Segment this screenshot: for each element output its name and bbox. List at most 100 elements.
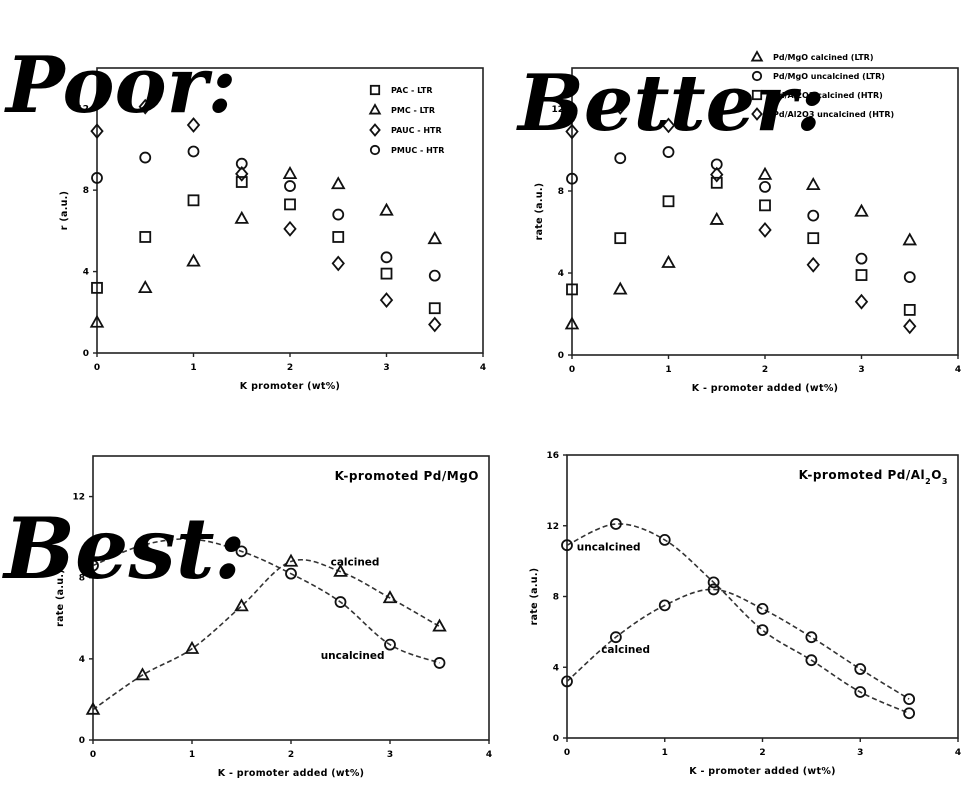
data-point bbox=[186, 253, 201, 267]
data-point bbox=[903, 271, 916, 284]
data-point bbox=[707, 576, 720, 589]
legend-label: Pd/Al2O3 uncalcined (HTR) bbox=[773, 110, 894, 119]
legend-marker bbox=[750, 50, 764, 62]
x-tick-label: 3 bbox=[387, 750, 393, 760]
y-tick-label: 8 bbox=[553, 593, 559, 603]
heading-best: Best: bbox=[2, 499, 246, 598]
trend-line bbox=[566, 588, 910, 700]
data-point bbox=[186, 533, 198, 546]
annotation-label: calcined bbox=[331, 557, 380, 569]
x-tick-label: 3 bbox=[857, 748, 863, 758]
data-point bbox=[903, 303, 916, 316]
x-tick-label: 2 bbox=[287, 363, 293, 373]
data-point bbox=[91, 281, 103, 294]
legend-marker bbox=[751, 107, 763, 121]
y-tick-label: 8 bbox=[83, 186, 89, 196]
data-point bbox=[427, 231, 443, 245]
x-tick-label: 1 bbox=[665, 365, 671, 375]
data-point bbox=[566, 172, 578, 185]
data-point bbox=[234, 598, 249, 612]
data-point bbox=[428, 302, 441, 315]
legend-marker bbox=[751, 89, 763, 101]
data-point bbox=[756, 624, 769, 637]
data-point bbox=[384, 638, 396, 651]
data-point bbox=[609, 631, 622, 644]
data-point bbox=[759, 199, 771, 212]
x-tick-label: 3 bbox=[383, 363, 389, 373]
legend-label: Pd/Al2O3 calcined (HTR) bbox=[773, 91, 883, 100]
x-axis-label: K promoter (wt%) bbox=[240, 381, 340, 392]
x-axis-label: K - promoter added (wt%) bbox=[218, 768, 365, 779]
data-point bbox=[661, 254, 676, 268]
data-point bbox=[234, 210, 250, 224]
data-point bbox=[285, 567, 297, 580]
data-point bbox=[710, 166, 724, 183]
data-point bbox=[91, 172, 103, 184]
data-point bbox=[854, 663, 867, 675]
x-tick-label: 2 bbox=[759, 748, 765, 758]
data-point bbox=[330, 176, 346, 190]
data-point bbox=[428, 269, 441, 282]
data-point bbox=[614, 232, 627, 245]
data-point bbox=[334, 596, 347, 608]
y-tick-label: 0 bbox=[558, 351, 564, 361]
chart-title: K-promoted Pd/Al2O3 bbox=[799, 468, 948, 486]
data-point bbox=[658, 534, 671, 546]
heading-better: Better: bbox=[516, 58, 825, 149]
x-tick-label: 4 bbox=[955, 365, 961, 375]
data-point bbox=[331, 255, 345, 272]
heading-poor: Poor: bbox=[4, 40, 237, 131]
x-tick-label: 0 bbox=[90, 750, 96, 760]
trend-line bbox=[566, 523, 910, 714]
y-tick-label: 16 bbox=[546, 451, 559, 461]
data-point bbox=[757, 166, 773, 180]
legend-marker bbox=[369, 144, 381, 156]
data-point bbox=[854, 203, 869, 217]
data-point bbox=[187, 194, 200, 207]
y-axis-label: rate (a.u.) bbox=[534, 183, 545, 241]
data-point bbox=[903, 707, 916, 720]
data-point bbox=[855, 269, 868, 281]
y-tick-label: 0 bbox=[79, 736, 85, 746]
data-point bbox=[332, 208, 345, 221]
data-point bbox=[661, 117, 676, 134]
x-tick-label: 4 bbox=[486, 750, 492, 760]
data-point bbox=[756, 602, 769, 615]
data-point bbox=[609, 518, 622, 530]
y-tick-label: 4 bbox=[558, 269, 564, 279]
x-tick-label: 3 bbox=[858, 365, 864, 375]
data-point bbox=[235, 157, 248, 170]
data-point bbox=[136, 539, 149, 552]
data-point bbox=[758, 222, 772, 238]
data-point bbox=[854, 293, 869, 310]
data-point bbox=[235, 545, 248, 558]
data-point bbox=[903, 318, 917, 335]
data-point bbox=[433, 657, 446, 669]
y-tick-label: 4 bbox=[553, 663, 559, 673]
data-point bbox=[432, 618, 447, 632]
data-point bbox=[807, 209, 820, 222]
legend-label: PAUC - HTR bbox=[391, 126, 442, 135]
data-point bbox=[613, 99, 627, 115]
y-axis-label: rate (a.u.) bbox=[529, 568, 540, 626]
x-tick-label: 1 bbox=[190, 363, 196, 373]
y-tick-label: 4 bbox=[79, 655, 85, 665]
chart-title: K-promoted Pd/MgO bbox=[335, 469, 479, 483]
data-point bbox=[382, 590, 398, 604]
annotation-label: calcined bbox=[601, 644, 650, 656]
y-tick-label: 12 bbox=[72, 493, 85, 503]
data-point bbox=[612, 281, 628, 295]
x-tick-label: 0 bbox=[94, 363, 100, 373]
data-point bbox=[186, 117, 201, 133]
legend-label: PMC - LTR bbox=[391, 106, 435, 115]
data-point bbox=[805, 631, 818, 644]
data-point bbox=[380, 251, 393, 264]
data-point bbox=[90, 123, 104, 140]
x-tick-label: 0 bbox=[569, 365, 575, 375]
data-point bbox=[561, 539, 573, 552]
data-point bbox=[332, 231, 345, 243]
data-point bbox=[662, 195, 675, 208]
legend-marker bbox=[368, 103, 382, 115]
